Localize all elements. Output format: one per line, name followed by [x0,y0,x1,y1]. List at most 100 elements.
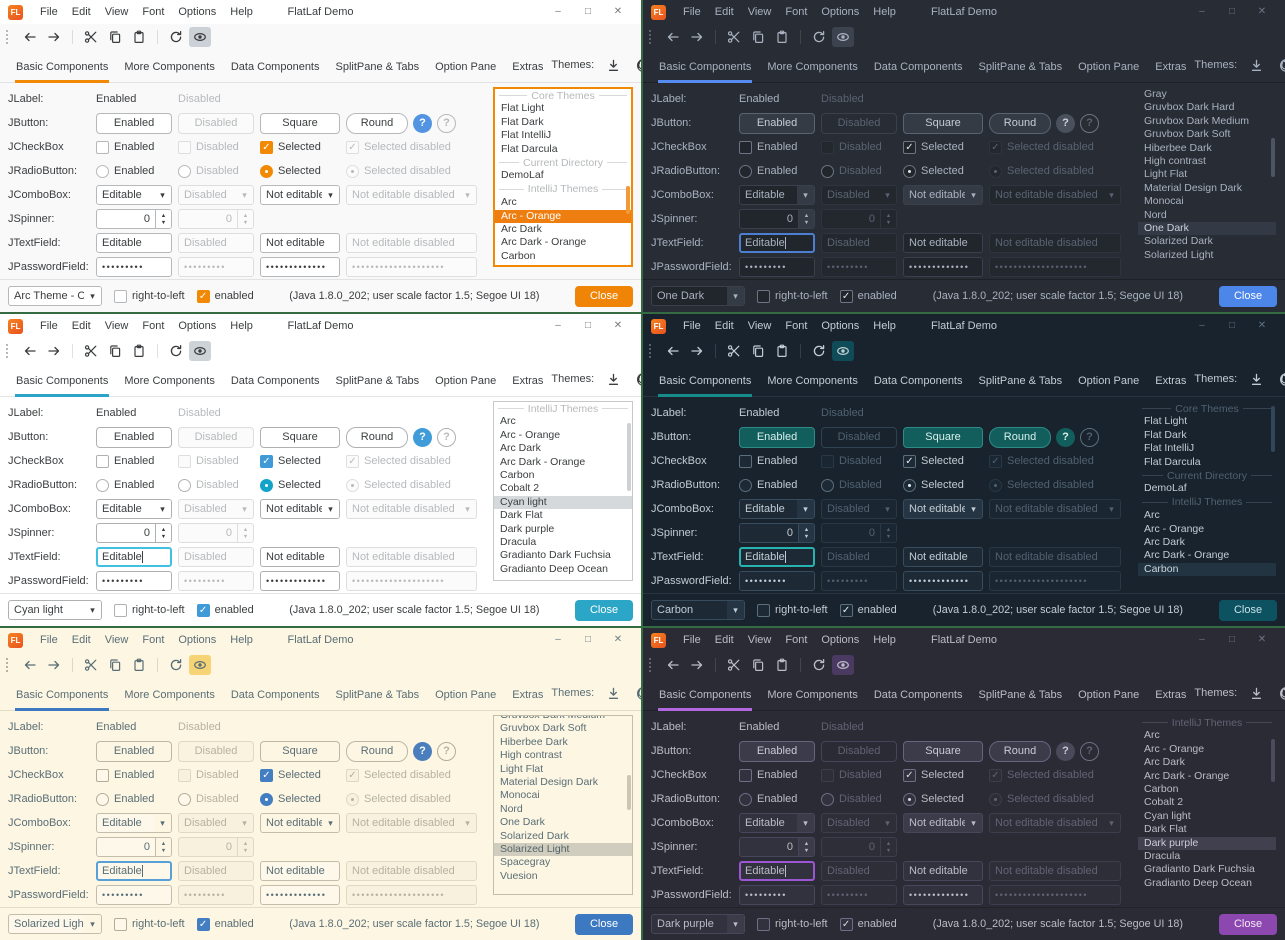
github-button[interactable] [1275,369,1285,389]
theme-list-item-arc-dark-orange[interactable]: Arc Dark - Orange [1144,769,1230,782]
text-field-editable[interactable]: Editable [96,861,172,881]
cut-button[interactable] [723,27,745,47]
tab-basic-components[interactable]: Basic Components [651,689,759,711]
download-theme-button[interactable] [1245,55,1267,75]
enabled-checkbox[interactable]: ✓ enabled [839,603,897,617]
radio-selected[interactable]: Selected [260,792,340,806]
theme-list-item-light-flat[interactable]: Light Flat [500,762,544,775]
theme-list-item-vuesion[interactable]: Vuesion [500,869,538,882]
themes-list[interactable]: IntelliJ Themes Arc Arc - Orange Arc Dark Ar… [493,401,633,581]
refresh-button[interactable] [165,341,187,361]
close-button[interactable]: Close [575,285,633,307]
cut-button[interactable] [723,341,745,361]
scrollbar-thumb[interactable] [627,774,631,811]
theme-list-item-arc-dark[interactable]: Arc Dark [1144,535,1185,548]
spinner[interactable]: 0 ▲ ▼ [739,837,815,857]
radio-enabled[interactable]: Enabled [739,478,815,492]
theme-list-item-arc-orange[interactable]: Arc - Orange [495,209,631,223]
theme-list-item-arc[interactable]: Arc [1144,729,1160,742]
theme-list-item-gradianto-dark-fuchsia[interactable]: Gradianto Dark Fuchsia [1144,863,1255,876]
menu-view[interactable]: View [747,6,772,18]
paste-button[interactable] [128,27,150,47]
show-hover-effects-button[interactable] [189,27,211,47]
spinner[interactable]: 0 ▲ ▼ [739,209,815,229]
theme-select-combo[interactable]: Cyan light ▾ [8,600,102,620]
menu-view[interactable]: View [104,6,129,18]
enabled-checkbox[interactable]: ✓ enabled [196,917,254,931]
menu-help[interactable]: Help [873,6,896,18]
back-button[interactable] [662,655,684,675]
tab-data-components[interactable]: Data Components [873,375,963,387]
show-hover-effects-button[interactable] [832,27,854,47]
password-field-x[interactable]: ••••••••• [739,571,815,591]
themes-list[interactable]: IntelliJ Themes Arc Arc - Orange Arc Dark Ar… [1137,715,1277,895]
copy-button[interactable] [104,341,126,361]
theme-list-item-dark-purple[interactable]: Dark purple [1138,836,1276,850]
tab-option-pane[interactable]: Option Pane [435,61,497,73]
checkbox-selected[interactable]: ✓ Selected [903,768,983,782]
combobox-editable[interactable]: Editable ▾ [96,185,172,205]
help-button-outline[interactable]: ? [1080,427,1099,447]
square-button[interactable]: Square [903,112,983,134]
window-maximize-button[interactable]: □ [584,320,592,331]
refresh-button[interactable] [165,655,187,675]
combobox-not-editable[interactable]: Not editable ▾ [903,813,983,833]
theme-list-item-one-dark[interactable]: One Dark [1138,221,1276,236]
tab-extras[interactable]: Extras [512,689,544,701]
combobox-not-editable[interactable]: Not editable ▾ [260,813,340,833]
tab-more-components[interactable]: More Components [124,689,215,701]
theme-list-item-flat-darcula[interactable]: Flat Darcula [501,142,558,155]
toolbar-grip[interactable] [649,344,654,358]
spinner[interactable]: 0 ▲ ▼ [96,209,172,229]
copy-button[interactable] [104,27,126,47]
back-button[interactable] [19,27,41,47]
combobox-editable[interactable]: Editable ▾ [739,813,815,833]
paste-button[interactable] [128,655,150,675]
help-button[interactable]: ? [413,741,432,761]
theme-list-item-arc[interactable]: Arc [500,415,516,428]
forward-button[interactable] [686,655,708,675]
cut-button[interactable] [723,655,745,675]
github-button[interactable] [632,55,641,75]
tab-splitpane-tabs[interactable]: SplitPane & Tabs [335,689,420,701]
cut-button[interactable] [80,27,102,47]
close-button[interactable]: Close [575,599,633,621]
menu-edit[interactable]: Edit [714,320,734,332]
menu-view[interactable]: View [104,320,129,332]
radio-enabled[interactable]: Enabled [96,792,172,806]
radio-enabled[interactable]: Enabled [96,478,172,492]
help-button-outline[interactable]: ? [1080,741,1099,761]
window-minimize-button[interactable]: – [1199,320,1205,331]
theme-list-item-gradianto-dark-fuchsia[interactable]: Gradianto Dark Fuchsia [500,549,611,562]
theme-list-item-arc-dark-orange[interactable]: Arc Dark - Orange [500,455,586,468]
tab-extras[interactable]: Extras [1155,375,1187,387]
themes-list[interactable]: Core Themes Flat Light Flat Dark Flat Intel… [1137,401,1277,581]
tab-basic-components[interactable]: Basic Components [651,61,759,83]
enabled-button[interactable]: Enabled [96,740,172,762]
theme-list-item-arc-dark-orange[interactable]: Arc Dark - Orange [501,236,587,249]
window-close-button[interactable]: ✕ [1257,634,1267,645]
refresh-button[interactable] [165,27,187,47]
tab-more-components[interactable]: More Components [767,689,858,701]
password-field-x[interactable]: ••••••••••••• [260,885,340,905]
theme-list-item-dark-flat[interactable]: Dark Flat [500,509,543,522]
paste-button[interactable] [771,27,793,47]
combobox-not-editable[interactable]: Not editable ▾ [260,499,340,519]
text-field-editable[interactable]: Editable [739,547,815,567]
theme-list-item-gruvbox-dark-soft[interactable]: Gruvbox Dark Soft [500,722,587,735]
menu-font[interactable]: Font [785,634,808,646]
menu-edit[interactable]: Edit [714,6,734,18]
checkbox-selected[interactable]: ✓ Selected [260,454,340,468]
text-field-editable[interactable]: Editable [739,233,815,253]
themes-list[interactable]: Gray Gruvbox Dark Hard Gruvbox Dark Medium… [1137,87,1277,267]
forward-button[interactable] [43,341,65,361]
theme-list-item-flat-dark[interactable]: Flat Dark [1144,428,1187,441]
round-button[interactable]: Round [989,112,1051,134]
theme-list-item-cyan-light[interactable]: Cyan light [494,495,632,510]
theme-list-item-cyan-light[interactable]: Cyan light [1144,809,1191,822]
checkbox-enabled[interactable]: Enabled [96,454,172,468]
tab-data-components[interactable]: Data Components [873,61,963,73]
back-button[interactable] [19,655,41,675]
copy-button[interactable] [104,655,126,675]
menu-options[interactable]: Options [821,634,860,646]
